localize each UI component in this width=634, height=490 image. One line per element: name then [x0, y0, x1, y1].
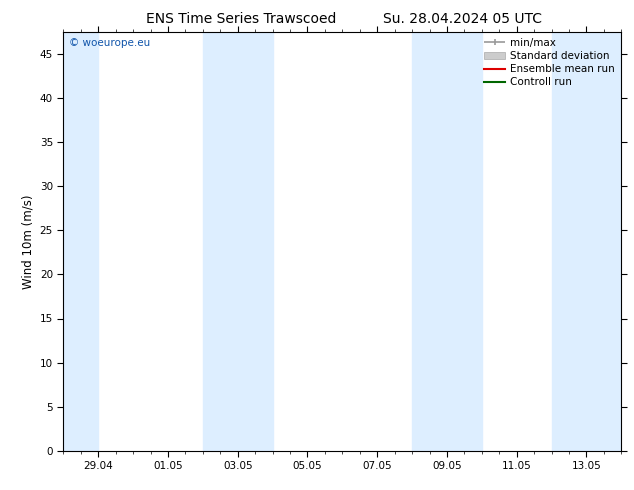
Y-axis label: Wind 10m (m/s): Wind 10m (m/s): [21, 194, 34, 289]
Text: Su. 28.04.2024 05 UTC: Su. 28.04.2024 05 UTC: [384, 12, 542, 26]
Bar: [412, 32, 482, 451]
Bar: [203, 32, 273, 451]
Bar: [552, 32, 621, 451]
Legend: min/max, Standard deviation, Ensemble mean run, Controll run: min/max, Standard deviation, Ensemble me…: [480, 34, 619, 92]
Text: ENS Time Series Trawscoed: ENS Time Series Trawscoed: [146, 12, 336, 26]
Text: © woeurope.eu: © woeurope.eu: [69, 38, 150, 48]
Bar: [63, 32, 98, 451]
